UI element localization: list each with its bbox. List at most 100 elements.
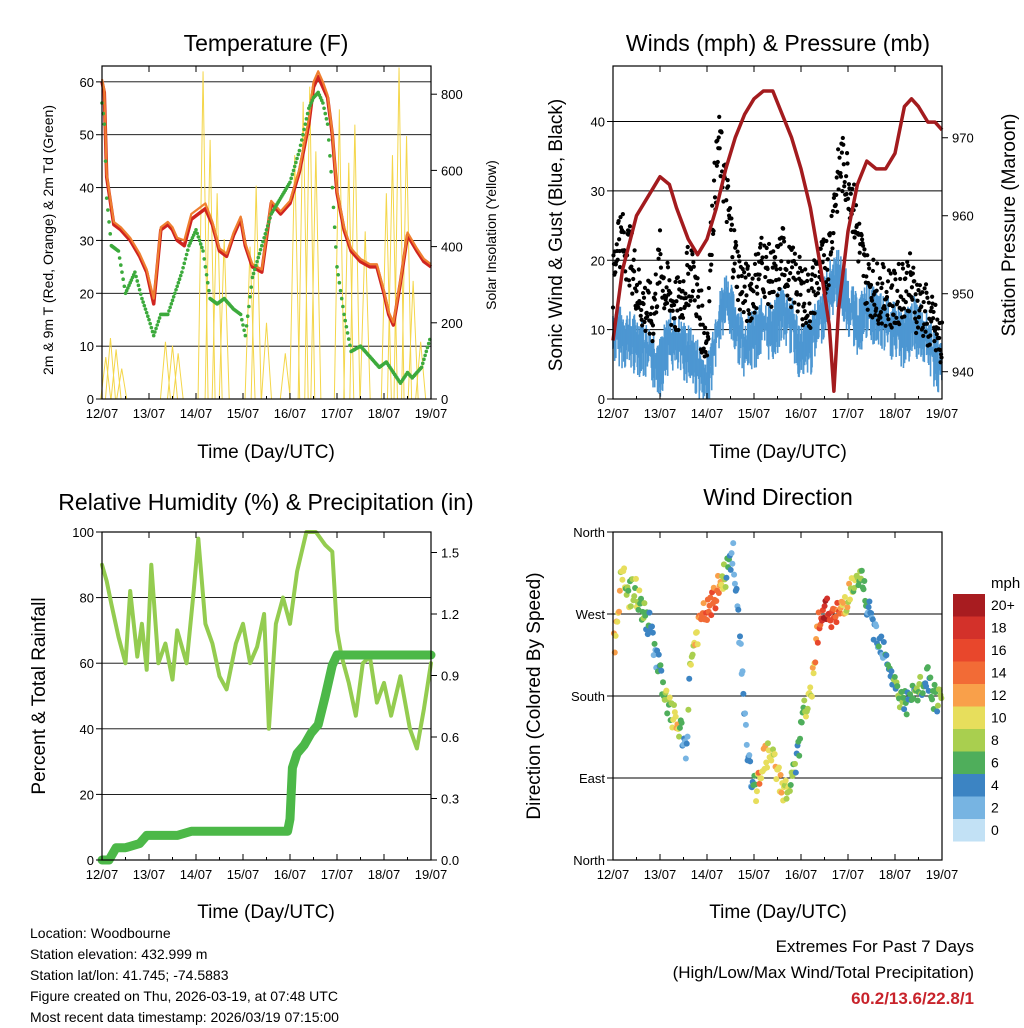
gust-point [929,319,934,324]
wind-direction-point [632,575,639,582]
gust-point [905,259,910,265]
wind-y2-tick-label: 960 [952,209,974,224]
gust-point [651,331,656,336]
gust-point [647,331,652,336]
dewpoint-point [330,185,335,190]
gust-point [752,310,757,315]
gust-point [645,314,650,319]
gust-point [797,254,802,259]
temp-y2-tick-label: 0 [441,392,448,407]
temp-x-tick-label: 12/07 [86,406,119,421]
wind-direction-point [685,706,692,713]
gust-point [736,274,741,279]
wind-direction-point [636,587,643,594]
insolation-spike [415,341,427,400]
wind-direction-point [851,584,858,591]
gust-point [801,280,806,285]
temp-y-tick-label: 0 [87,392,94,407]
gust-point [800,323,805,328]
dewpoint-point [120,270,124,274]
wind-direction-point [722,583,729,590]
gust-point [868,282,874,288]
dewpoint-point [343,318,348,323]
dewpoint-point [198,242,203,246]
gust-point [690,288,696,294]
gust-point [903,276,908,281]
dewpoint-point [201,249,205,253]
wdir-x-tick-label: 17/07 [832,867,865,882]
legend-swatch [953,594,985,617]
gust-point [877,276,883,281]
gust-point [632,248,637,253]
gust-point [627,224,633,229]
gust-point [730,275,735,280]
insolation-spike [359,231,371,400]
gust-point [692,298,697,303]
dewpoint-point [265,224,270,228]
legend-label: 6 [991,755,999,771]
dewpoint-point [147,317,151,322]
gust-point [648,280,653,285]
wind-direction-point [660,679,667,686]
dewpoint-point [133,270,137,274]
gust-point [725,178,730,183]
gust-point [684,250,689,255]
wind-x-tick-label: 18/07 [879,406,912,421]
gust-point [785,293,790,298]
dewpoint-point [295,156,299,161]
gust-point [840,189,845,194]
wind-direction-point [657,662,664,669]
wind-direction-point [753,798,760,805]
wind-direction-point [658,667,665,674]
gust-point [927,342,932,347]
dewpoint-point [322,106,326,111]
dewpoint-point [168,305,172,310]
dewpoint-point [297,148,302,153]
wind-direction-point [631,593,638,600]
gust-point [711,228,716,234]
legend-label: 8 [991,732,999,748]
wind-direction-point [807,684,814,691]
dewpoint-point [202,257,207,261]
dewpoint-point [119,263,123,267]
temp-title: Temperature (F) [184,30,349,56]
temp-y2-tick-label: 600 [441,163,463,178]
gust-point [642,319,647,325]
gust-point [850,186,855,191]
gust-point [869,298,875,303]
insolation-spike [159,341,171,400]
gust-point [915,298,920,303]
gust-point [683,295,688,301]
gust-point [844,191,849,197]
gust-point [737,259,742,264]
gust-point [875,281,880,286]
dewpoint-point [258,247,263,252]
dewpoint-point [334,245,338,249]
wind-direction-point [812,659,819,666]
gust-point [929,305,934,310]
legend-swatch [953,819,985,842]
insolation-spike [289,155,301,400]
temp-x-tick-label: 18/07 [368,406,401,421]
gust-point [836,187,841,192]
wind-y-tick-label: 20 [591,253,605,268]
gust-point [924,290,929,295]
gust-point [825,267,830,272]
rh-x-tick-label: 14/07 [180,867,213,882]
station-latlon: Station lat/lon: 41.745; -74.5883 [30,967,229,983]
dewpoint-point [174,287,178,292]
gust-point [763,274,768,280]
wind-direction-point [846,596,853,603]
insolation-spike [211,193,223,400]
dewpoint-point [197,238,202,243]
wind-direction-point [758,775,765,782]
wind-direction-point [682,755,689,762]
gust-point [735,249,740,254]
wind-direction-point [746,752,753,759]
gust-point [829,239,835,245]
gust-point [744,318,750,324]
gust-point [873,312,878,318]
wind-direction-point [731,580,738,587]
gust-point [643,328,648,333]
dewpoint-point [346,337,351,341]
